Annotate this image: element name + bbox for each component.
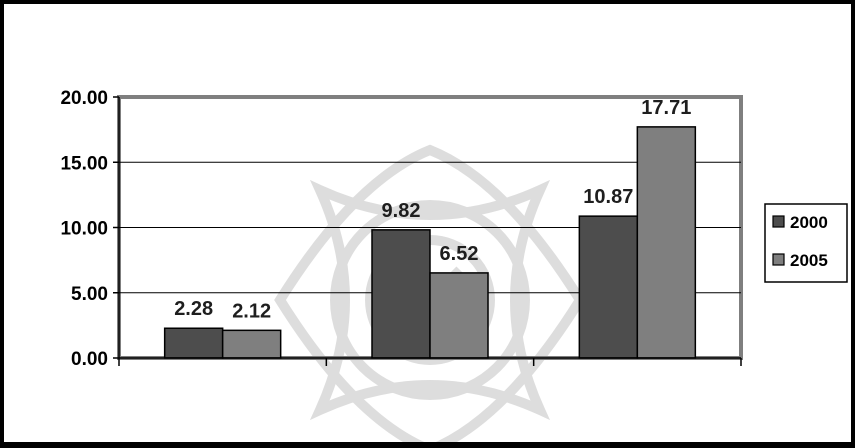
data-label-2005-3: 17.71	[641, 97, 691, 119]
legend-label-2005: 2005	[790, 251, 828, 270]
bar-2000-3	[578, 215, 639, 359]
data-label-2000-2: 9.82	[382, 200, 421, 222]
legend-swatch-2000	[772, 215, 785, 228]
bar-2000-1	[163, 327, 224, 359]
data-label-2005-1: 2.12	[232, 300, 271, 322]
bars	[163, 126, 697, 359]
bar-2005-1	[221, 329, 282, 359]
y-tick-label: 5.00	[71, 284, 108, 305]
legend-swatch-2005	[772, 253, 785, 266]
bar-2005-2	[429, 272, 489, 359]
legend-label-2000: 2000	[790, 213, 828, 232]
y-tick-label: 0.00	[71, 349, 108, 370]
data-labels: 2.28 2.12 9.82 6.52 10.87 17.71	[174, 97, 691, 322]
data-label-2000-3: 10.87	[583, 186, 633, 208]
x-axis-ticks	[118, 358, 742, 366]
data-label-2000-1: 2.28	[174, 298, 213, 320]
y-axis-ticks: 0.00 5.00 10.00 15.00 20.00	[60, 88, 119, 370]
bar-2000-2	[371, 229, 431, 359]
data-label-2005-2: 6.52	[440, 243, 479, 265]
bar-2005-3	[636, 126, 697, 359]
y-tick-label: 15.00	[60, 153, 108, 174]
legend: 2000 2005	[764, 203, 848, 283]
y-tick-label: 10.00	[60, 219, 108, 240]
y-tick-label: 20.00	[60, 88, 108, 109]
